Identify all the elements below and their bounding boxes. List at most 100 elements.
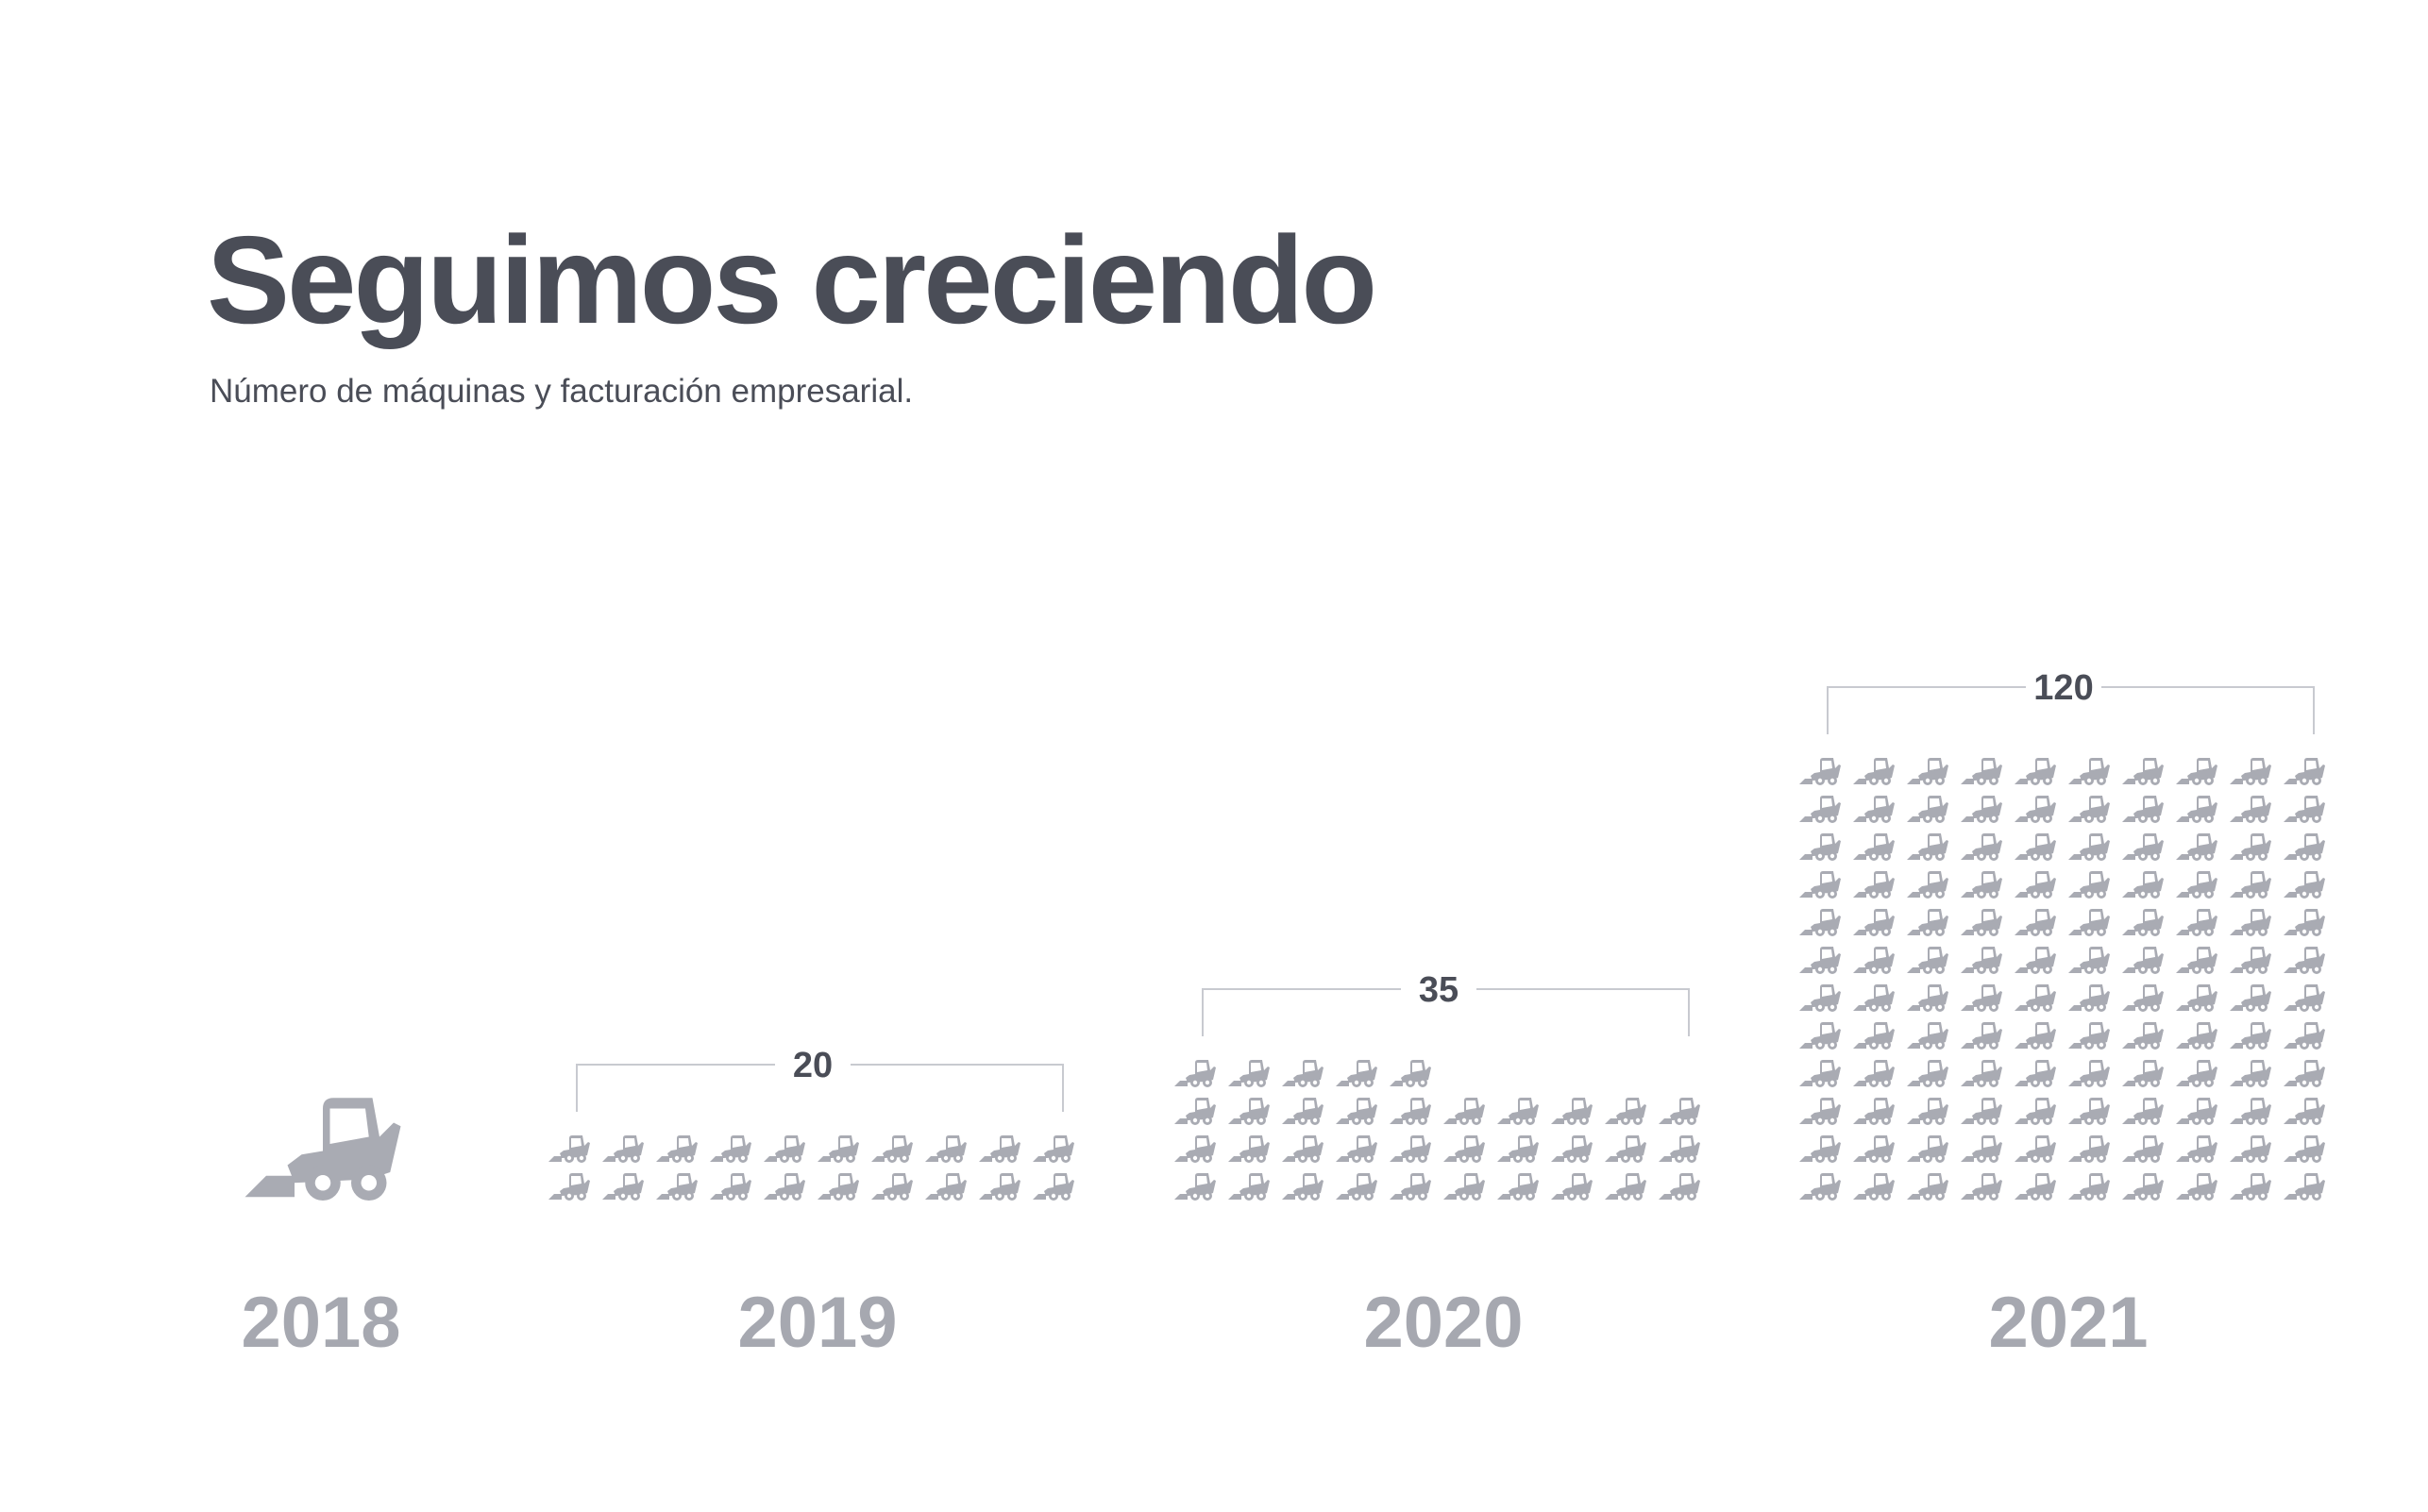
machine-icon xyxy=(2230,1060,2271,1087)
year-label: 2019 xyxy=(737,1283,897,1363)
machine-icon xyxy=(2068,796,2110,823)
machine-icon xyxy=(1336,1135,1377,1163)
machine-icon xyxy=(2230,947,2271,974)
machine-icon xyxy=(602,1173,644,1201)
machine-icon xyxy=(1390,1173,1431,1201)
machine-icon xyxy=(871,1135,913,1163)
machine-icon xyxy=(979,1173,1020,1201)
machine-icon xyxy=(1799,947,1841,974)
machine-icon xyxy=(1799,1135,1841,1163)
machine-icon xyxy=(2230,871,2271,899)
machine-icon xyxy=(2284,1098,2325,1125)
icon-group xyxy=(1174,1060,1700,1201)
machine-icon xyxy=(1799,1022,1841,1050)
machine-icon xyxy=(2122,909,2164,936)
machine-icon xyxy=(1497,1173,1539,1201)
machine-icon xyxy=(1853,984,1895,1012)
machine-icon xyxy=(2230,1098,2271,1125)
machine-icon xyxy=(925,1173,967,1201)
chart-title: Seguimos creciendo xyxy=(207,210,1374,349)
machine-icon xyxy=(2068,984,2110,1012)
machine-icon xyxy=(1961,1098,2002,1125)
machine-icon xyxy=(1228,1135,1270,1163)
machine-icon xyxy=(1853,796,1895,823)
machine-icon xyxy=(2284,758,2325,785)
machine-icon xyxy=(1605,1098,1646,1125)
machine-icon xyxy=(1033,1173,1074,1201)
machine-icon xyxy=(1853,833,1895,861)
machine-icon xyxy=(1799,833,1841,861)
machine-icon xyxy=(602,1135,644,1163)
machine-icon xyxy=(1336,1098,1377,1125)
machine-icon xyxy=(2015,947,2056,974)
machine-icon xyxy=(1174,1135,1216,1163)
machine-icon xyxy=(2176,909,2217,936)
machine-icon xyxy=(1961,796,2002,823)
bracket xyxy=(1202,988,1690,1036)
machine-icon xyxy=(2122,984,2164,1012)
machine-icon xyxy=(2284,947,2325,974)
machine-icon xyxy=(2015,909,2056,936)
machine-icon xyxy=(1961,1060,2002,1087)
year-label: 2020 xyxy=(1363,1283,1523,1363)
machine-icon xyxy=(1551,1135,1593,1163)
machine-icon xyxy=(2122,1173,2164,1201)
data-label: 20 xyxy=(793,1046,833,1085)
machine-icon xyxy=(1174,1060,1216,1087)
machine-icon xyxy=(1443,1173,1485,1201)
machine-icon xyxy=(1961,984,2002,1012)
machine-icon xyxy=(2068,1173,2110,1201)
machine-icon xyxy=(1853,871,1895,899)
machine-icon xyxy=(2284,909,2325,936)
machine-icon xyxy=(1907,1098,1948,1125)
machine-icon xyxy=(925,1135,967,1163)
machine-icon xyxy=(2122,1098,2164,1125)
year-label: 2018 xyxy=(241,1283,400,1363)
machine-icon xyxy=(2230,1173,2271,1201)
machine-icon xyxy=(1853,1098,1895,1125)
machine-icon xyxy=(1961,833,2002,861)
machine-icon xyxy=(1853,909,1895,936)
machine-icon xyxy=(1497,1098,1539,1125)
machine-icon xyxy=(1228,1060,1270,1087)
machine-icon xyxy=(1799,1060,1841,1087)
machine-icon xyxy=(1961,1135,2002,1163)
machine-icon xyxy=(1853,1060,1895,1087)
machine-icon xyxy=(1961,1173,2002,1201)
machine-icon xyxy=(2176,1022,2217,1050)
machine-icon xyxy=(1961,871,2002,899)
machine-icon xyxy=(656,1135,698,1163)
year-label: 2021 xyxy=(1988,1283,2148,1363)
machine-icon xyxy=(1907,796,1948,823)
machine-icon xyxy=(710,1135,751,1163)
bracket xyxy=(1827,686,2315,734)
machine-icon xyxy=(2176,1173,2217,1201)
machine-icon xyxy=(2015,1098,2056,1125)
machine-icon xyxy=(2176,1135,2217,1163)
machine-icon xyxy=(2015,1022,2056,1050)
machine-icon xyxy=(1228,1173,1270,1201)
machine-icon xyxy=(2068,947,2110,974)
machine-icon xyxy=(1907,758,1948,785)
machine-icon xyxy=(1174,1098,1216,1125)
machine-icon xyxy=(1336,1173,1377,1201)
machine-icon xyxy=(1961,1022,2002,1050)
machine-icon xyxy=(1907,1135,1948,1163)
machine-icon xyxy=(1961,909,2002,936)
machine-icon xyxy=(2230,796,2271,823)
icon-group xyxy=(1799,758,2325,1201)
bracket xyxy=(576,1064,1064,1112)
machine-icon xyxy=(2284,871,2325,899)
machine-icon xyxy=(2015,1173,2056,1201)
machine-icon xyxy=(1961,758,2002,785)
data-label: 120 xyxy=(2033,668,2093,708)
machine-icon xyxy=(1907,833,1948,861)
machine-icon xyxy=(1497,1135,1539,1163)
machine-icon xyxy=(764,1135,805,1163)
machine-icon xyxy=(2122,1135,2164,1163)
machine-icon xyxy=(2284,796,2325,823)
machine-icon xyxy=(2122,871,2164,899)
machine-icon xyxy=(1907,909,1948,936)
machine-icon xyxy=(1799,796,1841,823)
machine-icon xyxy=(2122,1022,2164,1050)
